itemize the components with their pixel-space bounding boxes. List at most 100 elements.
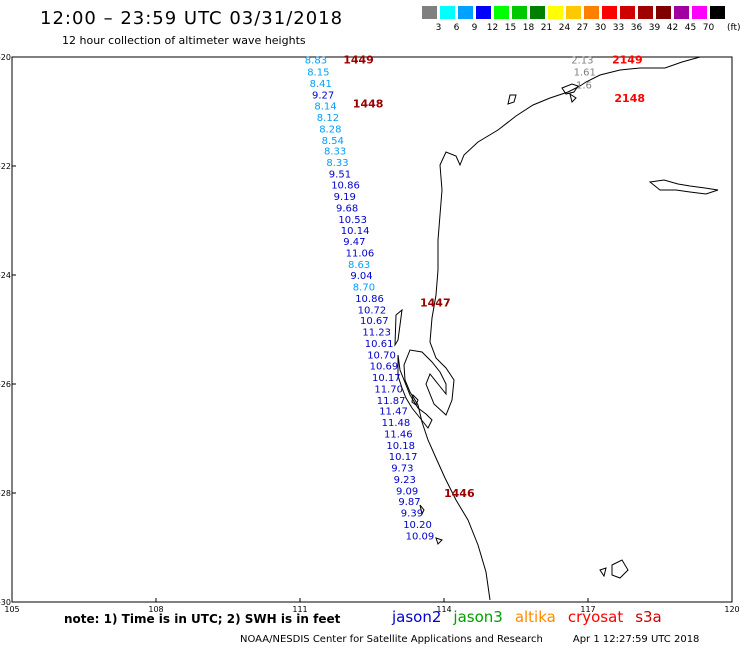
map-frame: [11, 56, 733, 603]
lat-label: -22: [0, 162, 11, 171]
bernier-island: [394, 308, 403, 347]
jason2-swh-reading: 10.18: [386, 441, 415, 452]
lat-label: -30: [0, 598, 11, 607]
satellite-jason3: jason3: [453, 608, 503, 626]
dampier-islands: [561, 83, 579, 95]
pass-number-label: 1448: [353, 97, 384, 110]
jason2-swh-reading: 10.67: [360, 316, 389, 327]
credit-text: NOAA/NESDIS Center for Satellite Applica…: [240, 634, 543, 645]
s3a-swh-reading: 1.6: [576, 80, 592, 91]
legend-swatch: [584, 6, 599, 19]
lon-label: 117: [580, 605, 595, 614]
jason2-swh-reading: 8.83: [305, 56, 327, 67]
jason2-swh-reading: 9.73: [391, 463, 413, 474]
legend-value: 6: [453, 23, 460, 33]
lon-label: 105: [4, 605, 19, 614]
jason2-swh-reading: 8.14: [314, 102, 336, 113]
legend-swatch: [674, 6, 689, 19]
legend-value: 24: [558, 23, 571, 33]
jason2-swh-reading: 9.68: [336, 203, 358, 214]
jason2-swh-reading: 10.20: [403, 520, 432, 531]
satellite-altika: altika: [514, 608, 556, 626]
legend-value: 70: [702, 23, 715, 33]
legend-value: 12: [486, 23, 499, 33]
jason2-swh-reading: 9.27: [312, 91, 334, 102]
jason2-swh-reading: 8.33: [326, 158, 348, 169]
jason2-swh-reading: 9.23: [394, 475, 416, 486]
jason2-swh-reading: 10.86: [331, 181, 360, 192]
jason2-swh-reading: 8.63: [348, 260, 370, 271]
jason2-swh-reading: 11.47: [379, 407, 408, 418]
satellite-s3a: s3a: [635, 608, 662, 626]
legend-value: 33: [612, 23, 625, 33]
pass-number-label: 1447: [420, 296, 451, 309]
jason2-swh-reading: 10.70: [367, 351, 396, 362]
pass-number-label: 2148: [614, 92, 645, 105]
legend-swatch: [620, 6, 635, 19]
legend-value: 15: [504, 23, 517, 33]
legend-value: 27: [576, 23, 589, 33]
legend-swatch: [422, 6, 437, 19]
legend-value: 39: [648, 23, 661, 33]
track-jason2: 8.838.158.419.278.148.128.288.548.338.33…: [305, 56, 434, 543]
coastline: [394, 56, 719, 601]
lon-label: 111: [292, 605, 307, 614]
legend-value: 45: [684, 23, 697, 33]
jason2-swh-reading: 10.86: [355, 294, 384, 305]
legend-value: 36: [630, 23, 643, 33]
jason2-swh-reading: 10.69: [370, 361, 399, 372]
jason2-swh-reading: 10.72: [358, 305, 387, 316]
legend-swatch: [602, 6, 617, 19]
legend-value: 42: [666, 23, 679, 33]
legend-swatch: [548, 6, 563, 19]
legend-swatch: [638, 6, 653, 19]
pass-labels: 1449 1448 1447 1446 2149 2148: [343, 54, 645, 500]
jason2-swh-reading: 10.53: [338, 215, 367, 226]
pass-number-label: 2149: [612, 54, 643, 67]
s3a-swh-reading: 1.61: [574, 68, 596, 79]
legend-value: 9: [471, 23, 478, 33]
pass-number-label: 1446: [444, 487, 475, 500]
jason2-swh-reading: 11.06: [346, 249, 375, 260]
montebello-islands: [569, 92, 577, 103]
abrolhos-island: [419, 504, 425, 516]
lat-label: -28: [0, 489, 11, 498]
jason2-swh-reading: 11.23: [362, 328, 391, 339]
legend-value: 18: [522, 23, 535, 33]
dirk-hartog-island: [411, 393, 419, 406]
satellite-key: jason2 jason3 altika cryosat s3a: [392, 608, 674, 626]
pass-number-label: 1449: [343, 54, 374, 67]
jason2-swh-reading: 9.39: [401, 509, 423, 520]
jason2-swh-reading: 10.61: [365, 339, 394, 350]
jason2-swh-reading: 11.87: [377, 396, 406, 407]
lon-label: 114: [436, 605, 451, 614]
jason2-swh-reading: 8.41: [310, 79, 332, 90]
legend-swatch: [494, 6, 509, 19]
jason2-swh-reading: 10.17: [389, 452, 418, 463]
legend-swatch: [656, 6, 671, 19]
legend-swatch: [476, 6, 491, 19]
jason2-swh-reading: 11.46: [384, 430, 413, 441]
jason2-swh-reading: 8.15: [307, 68, 329, 79]
legend-swatch: [566, 6, 581, 19]
jason2-swh-reading: 9.04: [350, 271, 372, 282]
legend-value: 30: [594, 23, 607, 33]
legend-swatch: [458, 6, 473, 19]
legend-unit: (ft): [727, 23, 740, 33]
jason2-swh-reading: 8.33: [324, 147, 346, 158]
jason2-swh-reading: 8.54: [322, 136, 344, 147]
lat-label: -24: [0, 271, 11, 280]
jason2-swh-reading: 9.09: [396, 486, 418, 497]
jason2-swh-reading: 11.70: [374, 384, 403, 395]
satellite-cryosat: cryosat: [567, 608, 624, 626]
legend-swatch: [692, 6, 707, 19]
jason2-swh-reading: 8.70: [353, 282, 375, 293]
jason2-swh-reading: 10.09: [406, 532, 435, 543]
rowley-shoal: [648, 179, 719, 195]
lon-label: 108: [148, 605, 163, 614]
lat-label: -26: [0, 380, 11, 389]
legend-value: 21: [540, 23, 553, 33]
generation-timestamp: Apr 1 12:27:59 UTC 2018: [572, 634, 700, 645]
credit-line: NOAA/NESDIS Center for Satellite Applica…: [240, 634, 699, 645]
